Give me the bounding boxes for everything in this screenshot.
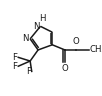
Text: O: O xyxy=(62,64,68,73)
Text: F: F xyxy=(12,62,18,71)
Text: N: N xyxy=(33,22,40,31)
Text: N: N xyxy=(22,34,29,43)
Text: F: F xyxy=(26,67,31,76)
Text: F: F xyxy=(12,53,18,62)
Text: H: H xyxy=(39,14,45,23)
Text: CH₃: CH₃ xyxy=(89,46,102,54)
Text: O: O xyxy=(73,37,79,46)
